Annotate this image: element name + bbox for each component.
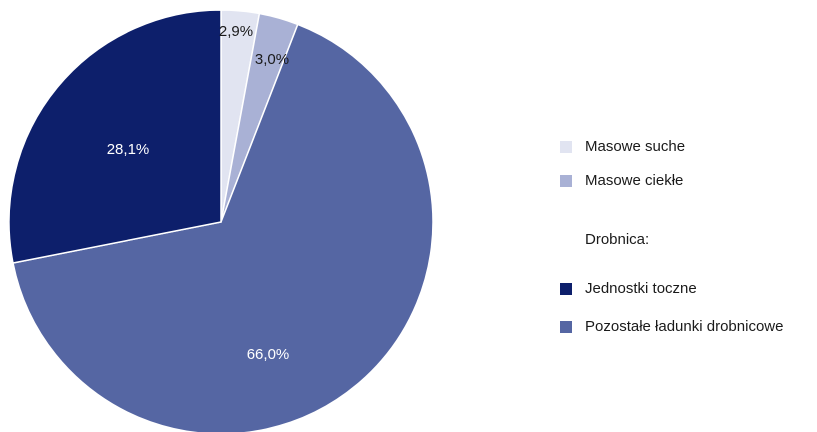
legend-label: Masowe ciekłe: [585, 172, 683, 189]
data-label: 3,0%: [255, 51, 289, 68]
legend-label: Pozostałe ładunki drobnicowe: [585, 318, 783, 335]
legend-swatch: [560, 175, 572, 187]
legend-heading: Drobnica:: [585, 231, 649, 248]
pie-slice: [12, 23, 434, 432]
legend-swatch: [560, 141, 572, 153]
legend-label: Masowe suche: [585, 138, 685, 155]
legend-swatch: [560, 321, 572, 333]
legend-label: Jednostki toczne: [585, 280, 697, 297]
data-label: 2,9%: [219, 23, 253, 40]
legend-swatch: [560, 283, 572, 295]
data-label: 28,1%: [107, 141, 150, 158]
pie-slice: [8, 9, 222, 264]
data-label: 66,0%: [247, 346, 290, 363]
